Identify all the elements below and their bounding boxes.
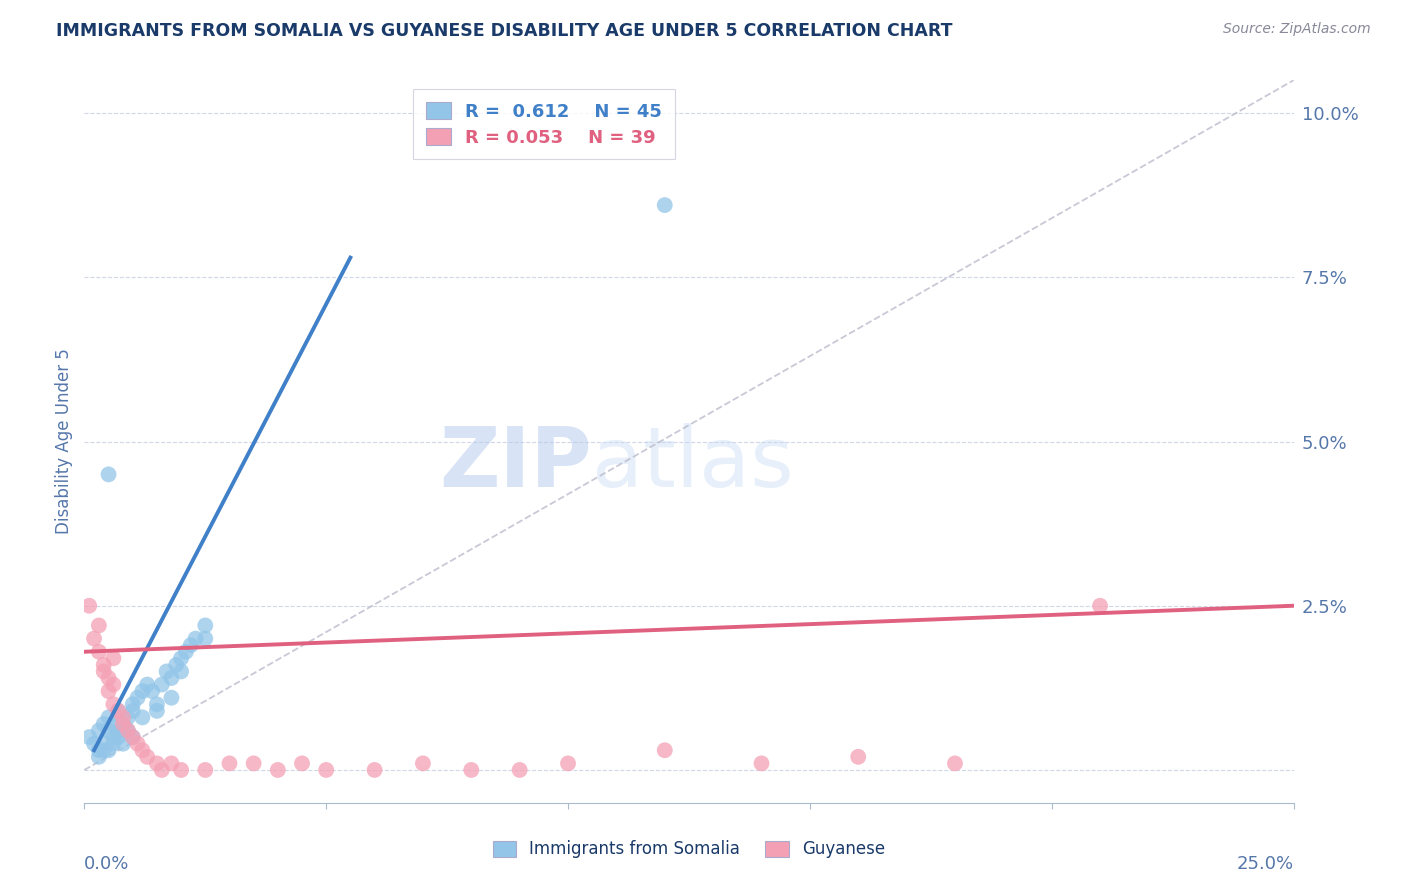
Point xyxy=(146,698,169,712)
Point xyxy=(121,704,143,718)
Point xyxy=(165,657,187,672)
Legend: Immigrants from Somalia, Guyanese: Immigrants from Somalia, Guyanese xyxy=(485,832,893,867)
Text: IMMIGRANTS FROM SOMALIA VS GUYANESE DISABILITY AGE UNDER 5 CORRELATION CHART: IMMIGRANTS FROM SOMALIA VS GUYANESE DISA… xyxy=(56,22,953,40)
Point xyxy=(194,632,217,646)
Text: Source: ZipAtlas.com: Source: ZipAtlas.com xyxy=(1223,22,1371,37)
Point xyxy=(136,677,159,691)
Point xyxy=(943,756,966,771)
Point xyxy=(117,723,139,738)
Point xyxy=(131,743,153,757)
Point xyxy=(103,717,125,731)
Point xyxy=(112,737,135,751)
Point xyxy=(315,763,337,777)
Point xyxy=(97,671,120,685)
Point xyxy=(180,638,202,652)
Point xyxy=(77,730,100,744)
Point xyxy=(194,618,217,632)
Point xyxy=(103,737,125,751)
Point xyxy=(131,710,153,724)
Point xyxy=(127,690,149,705)
Point xyxy=(363,763,385,777)
Text: atlas: atlas xyxy=(592,423,794,504)
Text: 25.0%: 25.0% xyxy=(1236,855,1294,873)
Point xyxy=(654,743,676,757)
Point xyxy=(103,698,125,712)
Point xyxy=(103,677,125,691)
Point xyxy=(97,743,120,757)
Point xyxy=(77,599,100,613)
Point xyxy=(412,756,434,771)
Point xyxy=(112,717,135,731)
Point xyxy=(121,698,143,712)
Y-axis label: Disability Age Under 5: Disability Age Under 5 xyxy=(55,349,73,534)
Point xyxy=(117,723,139,738)
Point xyxy=(97,710,120,724)
Point xyxy=(1088,599,1111,613)
Point xyxy=(97,684,120,698)
Point xyxy=(160,671,183,685)
Point xyxy=(83,737,105,751)
Point xyxy=(97,723,120,738)
Point xyxy=(131,684,153,698)
Point xyxy=(136,749,159,764)
Point xyxy=(117,710,139,724)
Point xyxy=(170,651,193,665)
Point xyxy=(87,743,110,757)
Point xyxy=(93,737,115,751)
Point xyxy=(160,756,183,771)
Point xyxy=(97,467,120,482)
Point xyxy=(107,704,129,718)
Point xyxy=(170,763,193,777)
Point xyxy=(174,645,197,659)
Point xyxy=(107,704,129,718)
Point xyxy=(121,730,143,744)
Point xyxy=(146,704,169,718)
Point xyxy=(83,632,105,646)
Point xyxy=(160,690,183,705)
Point xyxy=(141,684,163,698)
Point xyxy=(112,717,135,731)
Point xyxy=(218,756,240,771)
Point xyxy=(93,743,115,757)
Point xyxy=(751,756,773,771)
Text: ZIP: ZIP xyxy=(440,423,592,504)
Point xyxy=(93,717,115,731)
Point xyxy=(155,665,177,679)
Point xyxy=(107,723,129,738)
Point xyxy=(150,677,173,691)
Point xyxy=(87,749,110,764)
Point xyxy=(87,723,110,738)
Point xyxy=(107,730,129,744)
Point xyxy=(557,756,579,771)
Point xyxy=(509,763,531,777)
Point xyxy=(87,618,110,632)
Point xyxy=(103,730,125,744)
Point xyxy=(127,737,149,751)
Point xyxy=(112,710,135,724)
Point xyxy=(846,749,869,764)
Point xyxy=(654,198,676,212)
Point xyxy=(291,756,314,771)
Point xyxy=(103,651,125,665)
Point xyxy=(121,730,143,744)
Point xyxy=(194,763,217,777)
Point xyxy=(242,756,264,771)
Point xyxy=(93,665,115,679)
Point xyxy=(267,763,290,777)
Point xyxy=(93,657,115,672)
Point xyxy=(87,645,110,659)
Point xyxy=(150,763,173,777)
Point xyxy=(146,756,169,771)
Point xyxy=(460,763,482,777)
Point xyxy=(184,632,207,646)
Point xyxy=(170,665,193,679)
Text: 0.0%: 0.0% xyxy=(84,855,129,873)
